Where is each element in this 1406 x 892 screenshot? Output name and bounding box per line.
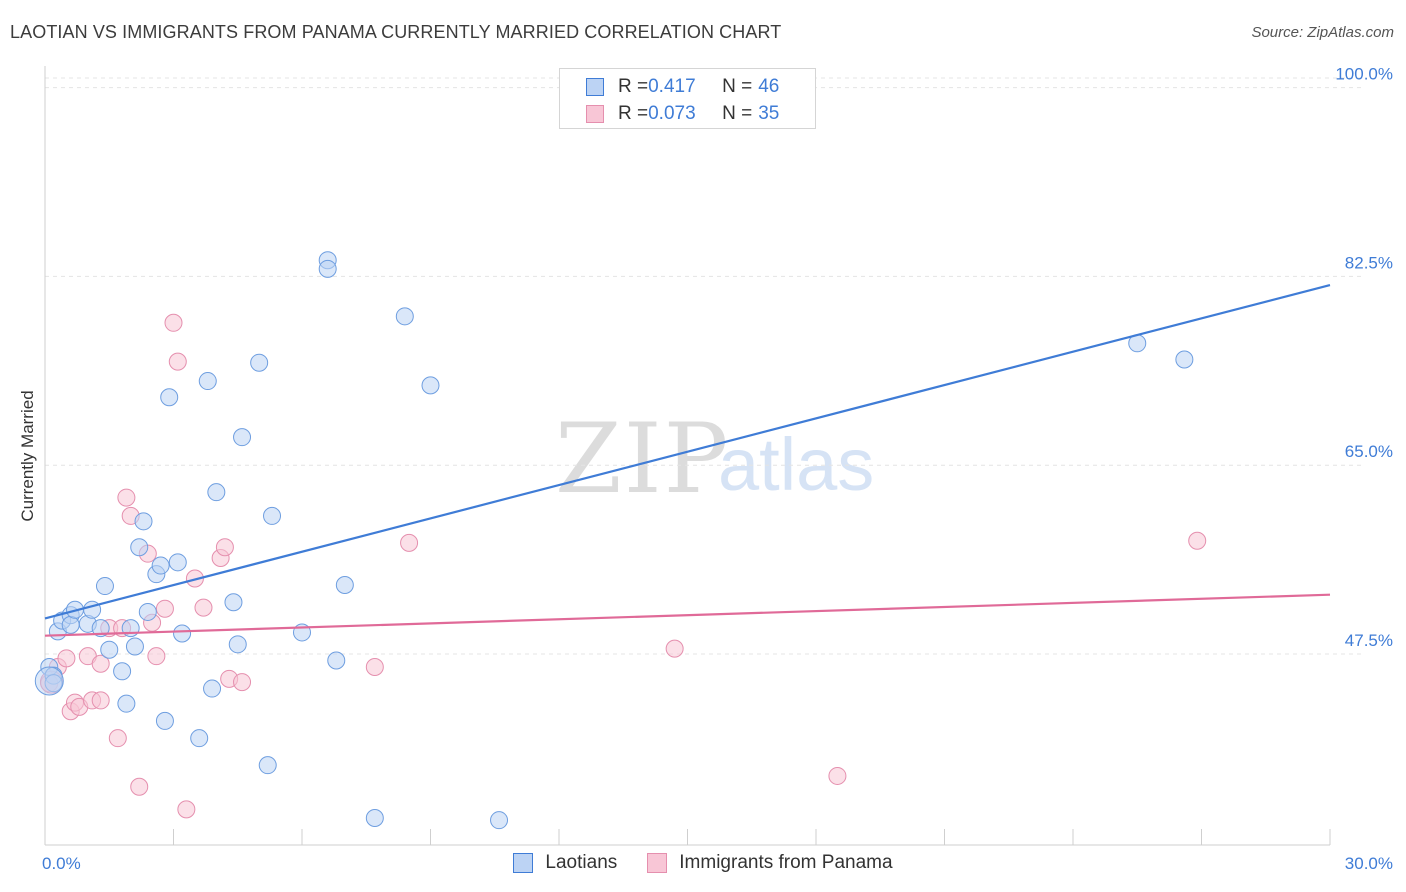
legend-n-value-panama: 35 <box>758 103 780 124</box>
trend-lines <box>44 283 1331 637</box>
point-panama <box>215 538 234 557</box>
point-laotians <box>207 483 226 502</box>
point-laotians <box>1175 350 1194 369</box>
point-laotians <box>263 506 282 525</box>
point-laotians <box>168 553 187 572</box>
legend-row-panama: R = 0.073 N = 35 <box>586 102 779 126</box>
y-tick-label: 82.5% <box>1345 253 1393 272</box>
legend-r-value-laotians: 0.417 <box>648 76 696 97</box>
point-laotians <box>233 428 252 447</box>
point-panama <box>177 800 196 819</box>
point-panama <box>57 649 76 668</box>
point-panama <box>130 777 149 796</box>
point-laotians <box>61 615 80 634</box>
point-panama <box>365 657 384 676</box>
legend-r-label: R = <box>618 76 649 97</box>
legend-item-panama: Immigrants from Panama <box>647 852 893 874</box>
legend-item-laotians: Laotians <box>513 852 617 874</box>
point-laotians <box>190 729 209 748</box>
point-laotians <box>395 307 414 326</box>
series-laotians-points <box>34 251 1194 830</box>
legend-label-laotians: Laotians <box>545 852 618 873</box>
y-tick-label: 47.5% <box>1345 631 1393 650</box>
point-panama <box>400 533 419 552</box>
watermark: ZIP atlas <box>555 403 874 515</box>
point-panama <box>164 313 183 332</box>
series-panama-points <box>39 313 1207 819</box>
point-laotians <box>421 376 440 395</box>
trend-line-panama <box>44 593 1331 637</box>
watermark-zip: ZIP <box>555 403 730 515</box>
point-laotians <box>365 809 384 828</box>
point-laotians <box>151 556 170 575</box>
point-laotians <box>198 372 217 391</box>
point-laotians <box>318 259 337 278</box>
series-legend: Laotians Immigrants from Panama <box>0 852 1406 874</box>
point-laotians <box>160 388 179 407</box>
correlation-legend: R = 0.417 N = 46 R = 0.073 N = 35 <box>559 68 816 129</box>
point-panama <box>91 691 110 710</box>
point-panama <box>665 639 684 658</box>
point-laotians <box>490 811 509 830</box>
point-panama <box>147 647 166 666</box>
point-laotians <box>134 512 153 531</box>
point-laotians <box>113 662 132 681</box>
legend-r-value-panama: 0.073 <box>648 103 696 124</box>
tick-labels: 47.5% 65.0% 82.5% 100.0% 0.0% 30.0% <box>42 65 1393 873</box>
point-panama <box>828 766 847 785</box>
legend-label-panama: Immigrants from Panama <box>679 852 893 873</box>
legend-n-value-laotians: 46 <box>758 76 780 97</box>
point-panama <box>1188 531 1207 550</box>
point-laotians <box>224 593 243 612</box>
point-laotians <box>203 679 222 698</box>
point-laotians <box>335 575 354 594</box>
trend-line-laotians <box>44 283 1331 620</box>
legend-n-label: N = <box>722 103 753 124</box>
watermark-atlas: atlas <box>718 423 874 506</box>
point-panama <box>117 488 136 507</box>
point-panama <box>194 598 213 617</box>
point-laotians <box>91 619 110 638</box>
point-laotians <box>100 640 119 659</box>
point-laotians <box>228 635 247 654</box>
point-panama <box>108 729 127 748</box>
point-laotians <box>258 756 277 775</box>
point-laotians <box>125 637 144 656</box>
source-label: Source: ZipAtlas.com <box>1251 24 1394 41</box>
point-laotians <box>130 538 149 557</box>
legend-row-laotians: R = 0.417 N = 46 <box>586 75 779 99</box>
point-panama <box>155 599 174 618</box>
point-laotians <box>173 624 192 643</box>
legend-r-label: R = <box>618 103 649 124</box>
x-tick-label: 30.0% <box>1345 854 1393 873</box>
point-panama <box>168 352 187 371</box>
legend-n-label: N = <box>722 76 753 97</box>
grid-lines <box>45 77 1365 655</box>
point-panama <box>233 673 252 692</box>
legend-swatch-panama <box>647 853 668 873</box>
axes <box>44 66 1331 846</box>
legend-swatch-panama <box>586 105 604 123</box>
chart-title: LAOTIAN VS IMMIGRANTS FROM PANAMA CURREN… <box>10 22 782 42</box>
legend-swatch-laotians <box>513 853 534 873</box>
y-tick-label: 65.0% <box>1345 442 1393 461</box>
legend-swatch-laotians <box>586 78 604 96</box>
x-tick-label: 0.0% <box>42 854 81 873</box>
point-laotians-cluster <box>34 666 64 696</box>
point-panama <box>91 654 110 673</box>
y-tick-label: 100.0% <box>1335 65 1393 84</box>
point-laotians <box>95 577 114 596</box>
point-laotians <box>250 353 269 372</box>
point-laotians <box>138 602 157 621</box>
point-laotians <box>327 651 346 670</box>
point-laotians <box>155 711 174 730</box>
point-laotians <box>117 694 136 713</box>
